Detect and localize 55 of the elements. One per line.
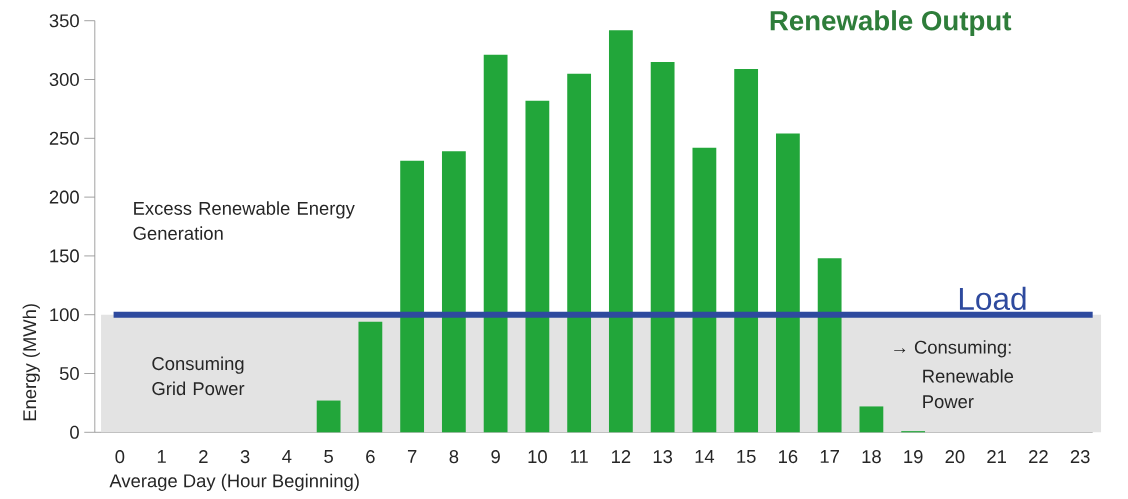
x-tick-label: 15 [737,449,756,463]
y-tick-label: 250 [49,131,79,145]
bar [316,400,341,433]
y-tick-label: 100 [50,307,79,322]
x-tick-label: 14 [695,449,715,463]
x-tick-label: 17 [820,449,839,463]
annotation: → Consuming: [894,340,1011,358]
x-tick-label: 3 [240,449,250,463]
x-tick-label: 12 [612,449,631,463]
bar [400,160,425,433]
x-tick-label: 8 [449,449,459,463]
y-tick-label: 150 [50,249,79,263]
bar [775,133,800,433]
bar [608,29,633,433]
y-tick-label: 300 [49,72,79,86]
y-tick-label: 200 [49,190,79,204]
annotation: Renewable [923,368,1014,383]
chart-title: Renewable Output [770,9,1012,36]
bar [358,321,383,433]
x-tick-label: 20 [945,449,965,463]
x-tick-label: 4 [282,449,292,463]
annotation: Excess Renewable Energy Generation [133,201,355,240]
x-tick-label: 2 [199,449,208,463]
x-tick-label: 9 [491,449,500,463]
x-tick-label: 23 [1070,449,1090,463]
x-tick-label: 16 [779,449,798,463]
bar [441,151,466,433]
bar [734,68,759,433]
ref-line-label: Load [959,286,1026,310]
bar [525,100,550,433]
y-axis-title: Energy (MWh) [22,303,40,420]
bar [817,258,842,433]
x-tick-label: 11 [570,449,588,463]
annotation: Consuming Grid Power [152,356,245,395]
x-tick-label: 19 [904,449,923,463]
bar [567,73,592,433]
x-tick-label: 6 [366,449,375,463]
bar [692,147,717,433]
x-tick-label: 18 [862,449,881,463]
x-axis-title: Average Day (Hour Beginning) [109,473,359,491]
x-tick-label: 10 [528,449,547,463]
bar [859,406,884,433]
x-tick-label: 7 [407,449,417,463]
annotation: Power [923,395,974,408]
y-tick-label: 0 [70,425,79,439]
y-tick-label: 50 [59,366,79,380]
x-tick-label: 5 [324,449,333,463]
x-tick-label: 1 [157,449,166,463]
x-tick-label: 13 [653,449,673,463]
x-tick-label: 22 [1029,449,1048,463]
bar [483,54,508,433]
bar [650,61,675,433]
x-tick-label: 21 [987,449,1006,463]
y-tick-label: 350 [49,13,79,28]
x-tick-label: 0 [115,449,125,463]
